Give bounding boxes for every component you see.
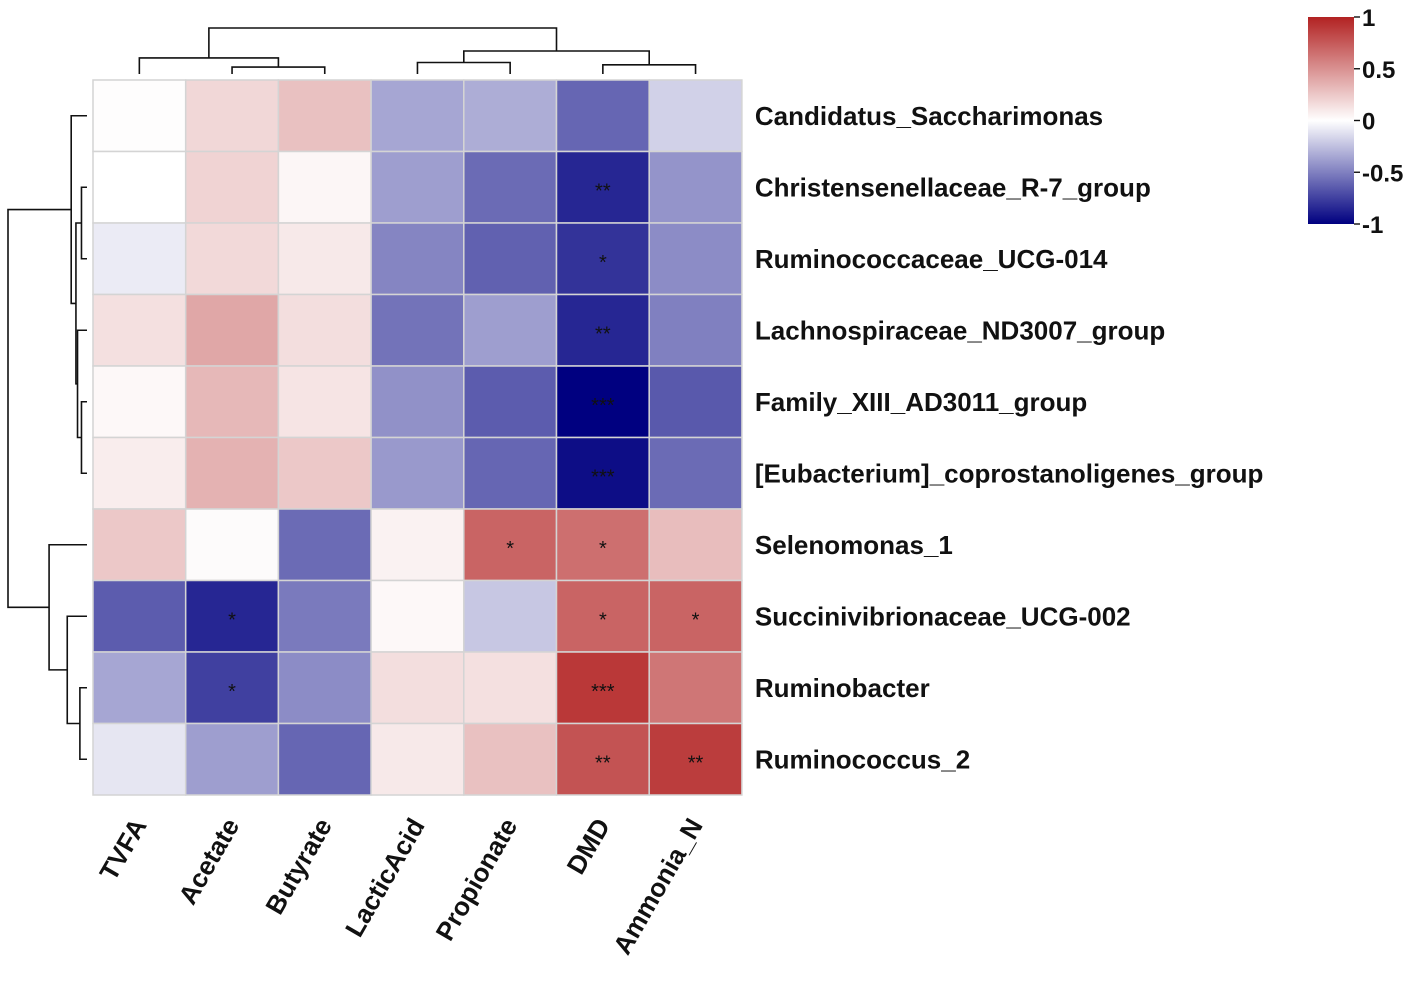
heatmap-cell	[93, 223, 186, 295]
heatmap-cell	[186, 509, 279, 581]
row-label: Christensenellaceae_R-7_group	[755, 172, 1151, 202]
heatmap-cell	[371, 152, 464, 224]
heatmap-cell	[186, 366, 279, 438]
heatmap-cell	[278, 581, 371, 653]
heatmap-cell	[464, 152, 557, 224]
heatmap-cell	[278, 223, 371, 295]
heatmap-cell	[278, 366, 371, 438]
heatmap-cell	[649, 223, 742, 295]
row-label: Ruminococcaceae_UCG-014	[755, 244, 1108, 274]
heatmap-cell	[464, 438, 557, 510]
significance-mark: **	[688, 752, 704, 774]
heatmap-cell	[649, 438, 742, 510]
row-label: Family_XIII_AD3011_group	[755, 387, 1087, 417]
heatmap-cell	[278, 295, 371, 367]
heatmap-cell	[93, 152, 186, 224]
heatmap-cell	[371, 509, 464, 581]
significance-mark: *	[692, 609, 700, 631]
heatmap-cell	[278, 152, 371, 224]
heatmap-cell	[186, 152, 279, 224]
significance-mark: *	[228, 609, 236, 631]
heatmap-cell	[464, 652, 557, 724]
legend-tick-label: -1	[1362, 212, 1383, 239]
heatmap-cell	[371, 80, 464, 152]
row-label: Selenomonas_1	[755, 530, 953, 560]
heatmap-cell	[93, 652, 186, 724]
legend-tick-label: -0.5	[1362, 160, 1403, 187]
heatmap-cell	[93, 438, 186, 510]
heatmap-cell	[557, 80, 650, 152]
heatmap-cell	[649, 652, 742, 724]
heatmap-cell	[278, 509, 371, 581]
heatmap-cell	[649, 509, 742, 581]
heatmap-cell	[371, 652, 464, 724]
significance-mark: ***	[591, 395, 615, 417]
heatmap-cell	[93, 581, 186, 653]
heatmap-cell	[464, 724, 557, 796]
heatmap-cell	[649, 80, 742, 152]
heatmap-cell	[93, 295, 186, 367]
heatmap-cell	[93, 509, 186, 581]
heatmap-cell	[649, 295, 742, 367]
significance-mark: *	[599, 252, 607, 274]
heatmap-cell	[186, 80, 279, 152]
heatmap-cells	[93, 80, 742, 795]
heatmap-cell	[278, 438, 371, 510]
row-label: [Eubacterium]_coprostanoligenes_group	[755, 458, 1264, 488]
significance-mark: *	[506, 538, 514, 560]
heatmap-cell	[371, 366, 464, 438]
heatmap-cell	[371, 223, 464, 295]
heatmap-cell	[464, 223, 557, 295]
heatmap-cell	[371, 581, 464, 653]
significance-mark: *	[599, 538, 607, 560]
heatmap-cell	[464, 295, 557, 367]
heatmap-cell	[649, 152, 742, 224]
legend-color-bar	[1308, 17, 1354, 224]
heatmap-cell	[371, 724, 464, 796]
heatmap-cell	[93, 80, 186, 152]
heatmap-cell	[278, 652, 371, 724]
heatmap-cell	[186, 223, 279, 295]
row-label: Succinivibrionaceae_UCG-002	[755, 601, 1131, 631]
row-label: Candidatus_Saccharimonas	[755, 101, 1103, 131]
significance-mark: **	[595, 323, 611, 345]
significance-mark: ***	[591, 681, 615, 703]
significance-mark: **	[595, 752, 611, 774]
legend-tick-label: 1	[1362, 5, 1375, 32]
heatmap-cell	[371, 438, 464, 510]
legend-tick-label: 0.5	[1362, 57, 1395, 84]
heatmap-cell	[186, 295, 279, 367]
heatmap-cell	[93, 366, 186, 438]
heatmap-cell	[464, 366, 557, 438]
row-label: Ruminococcus_2	[755, 744, 970, 774]
significance-mark: *	[228, 681, 236, 703]
heatmap-cell	[649, 366, 742, 438]
significance-mark: *	[599, 609, 607, 631]
heatmap-cell	[464, 581, 557, 653]
heatmap-chart: ************ ** * ** ***** ** Candidatus_Sacc…	[0, 0, 1418, 983]
heatmap-cell	[186, 438, 279, 510]
row-label: Lachnospiraceae_ND3007_group	[755, 315, 1165, 345]
heatmap-cell	[186, 724, 279, 796]
significance-mark: **	[595, 180, 611, 202]
row-label: Ruminobacter	[755, 673, 930, 703]
heatmap-cell	[464, 80, 557, 152]
heatmap-cell	[93, 724, 186, 796]
heatmap-cell	[278, 724, 371, 796]
significance-mark: ***	[591, 466, 615, 488]
heatmap-cell	[371, 295, 464, 367]
legend-tick-label: 0	[1362, 109, 1375, 136]
heatmap-cell	[278, 80, 371, 152]
